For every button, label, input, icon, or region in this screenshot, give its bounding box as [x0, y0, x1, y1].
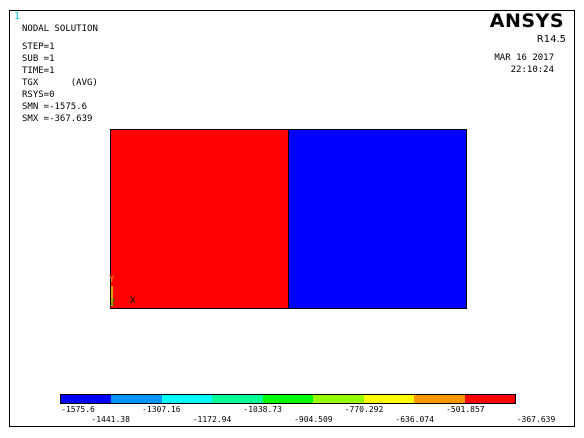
legend-label-bottom-2: -904.509 — [294, 415, 333, 424]
legend-swatch-3 — [212, 395, 263, 403]
legend-label-bottom-1: -1172.94 — [192, 415, 232, 424]
rsys-label: RSYS=0 — [22, 90, 55, 100]
triad-z-label: Z — [110, 298, 115, 307]
time-of-day-label: 22:10:24 — [510, 65, 554, 75]
item-label: TGX (AVG) — [22, 78, 98, 88]
legend-label-bottom-0: -1441.38 — [91, 415, 130, 424]
legend-swatch-8 — [464, 395, 515, 403]
legend-label-top-1: -1307.16 — [142, 405, 181, 414]
contour-plot — [110, 129, 467, 309]
legend-swatch-2 — [161, 395, 213, 403]
time-label: TIME=1 — [22, 66, 55, 76]
legend-swatch-5 — [313, 395, 364, 403]
version-label: R14.5 — [536, 34, 566, 45]
substep-label: SUB =1 — [22, 54, 55, 64]
legend-label-top-3: -770.292 — [344, 405, 384, 414]
legend-swatch-6 — [363, 395, 415, 403]
step-label: STEP=1 — [22, 42, 55, 52]
result-title: NODAL SOLUTION — [22, 24, 98, 34]
legend-swatch-0 — [61, 395, 112, 403]
triad-y-axis-line — [111, 286, 113, 306]
element-right — [288, 130, 466, 308]
legend-label-top-4: -501.857 — [446, 405, 485, 414]
contour-legend-bar — [60, 394, 516, 404]
graphics-window[interactable] — [9, 10, 575, 427]
window-number: 1 — [14, 11, 21, 22]
date-label: MAR 16 2017 — [494, 53, 554, 63]
smn-label: SMN =-1575.6 — [22, 102, 88, 112]
triad-x-label: X — [130, 296, 136, 306]
legend-swatch-4 — [262, 395, 314, 403]
legend-swatch-1 — [111, 395, 162, 403]
legend-label-bottom-3: -636.074 — [395, 415, 434, 424]
element-left — [111, 130, 289, 308]
legend-label-top-2: -1038.73 — [243, 405, 282, 414]
smx-label: SMX =-367.639 — [22, 114, 93, 124]
legend-label-top-0: -1575.6 — [61, 405, 95, 414]
ansys-logo: ANSYS — [489, 10, 564, 32]
legend-label-bottom-4: -367.639 — [516, 415, 556, 424]
triad-y-label: Y — [109, 275, 115, 285]
legend-swatch-7 — [414, 395, 465, 403]
